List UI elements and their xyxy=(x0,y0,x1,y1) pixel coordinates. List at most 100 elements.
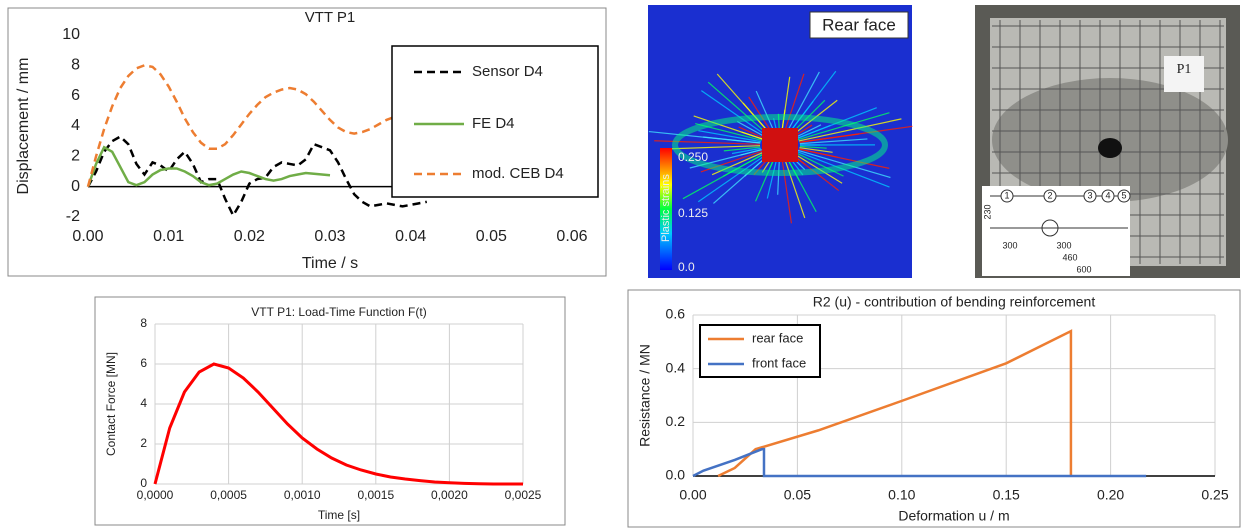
legend-label: FE D4 xyxy=(472,115,515,132)
strain-line xyxy=(754,156,776,202)
series-line xyxy=(86,64,428,187)
x-tick-label: 0.02 xyxy=(234,228,265,245)
x-tick-label: 0,0025 xyxy=(505,488,542,502)
label-box xyxy=(809,11,909,39)
strain-line xyxy=(798,148,838,158)
chart-title: R2 (u) - contribution of bending reinfor… xyxy=(813,294,1096,310)
y-tick-label: 0 xyxy=(71,178,80,195)
y-tick-label: -2 xyxy=(66,208,80,225)
strain-line xyxy=(682,152,766,200)
x-tick-label: 0.04 xyxy=(395,228,426,245)
strain-line xyxy=(787,70,837,135)
hole xyxy=(1098,138,1122,158)
strain-line xyxy=(795,152,844,177)
dimension-label: 300 xyxy=(1002,240,1017,250)
strain-line xyxy=(755,90,776,134)
x-tick-label: 0.00 xyxy=(72,228,103,245)
colorbar-tick: 0.125 xyxy=(678,206,708,220)
x-tick-label: 0.05 xyxy=(784,487,811,503)
colorbar-title: Plastic strains xyxy=(660,174,672,242)
marker-label: 5 xyxy=(1121,190,1126,200)
x-tick-label: 0,0005 xyxy=(210,488,247,502)
x-tick-label: 0.01 xyxy=(153,228,184,245)
panel xyxy=(94,296,566,526)
y-tick-label: 0.4 xyxy=(666,359,686,375)
x-axis-label: Time [s] xyxy=(318,508,360,522)
strain-line xyxy=(766,156,778,199)
y-tick-label: 6 xyxy=(71,87,80,104)
strain-center xyxy=(762,128,798,162)
y-tick-label: 6 xyxy=(140,356,147,370)
strain-line xyxy=(736,120,766,138)
y-axis-label: Contact Force [MN] xyxy=(104,352,118,456)
strain-line xyxy=(723,146,761,152)
strain-line xyxy=(697,153,768,203)
marker xyxy=(1083,189,1097,203)
photo: P1 1 2 3 4 5 230 300 300 460 600 xyxy=(975,5,1240,278)
strain-line xyxy=(799,125,913,143)
y-tick-label: 4 xyxy=(140,396,147,410)
strain-line xyxy=(731,147,761,155)
strain-line xyxy=(783,73,805,134)
strain-line xyxy=(648,130,761,144)
fe-strains xyxy=(648,70,913,224)
image-label: P1 xyxy=(1177,62,1192,77)
colorbar-tick: 0.0 xyxy=(678,260,695,274)
strain-line xyxy=(795,124,822,138)
strain-line xyxy=(798,118,902,142)
x-axis-label: Time / s xyxy=(302,255,358,272)
strain-line xyxy=(707,81,770,136)
y-tick-label: 0.2 xyxy=(666,413,686,429)
strain-line xyxy=(738,126,765,139)
x-tick-label: 0.20 xyxy=(1097,487,1124,503)
x-tick-label: 0.10 xyxy=(888,487,915,503)
series-line xyxy=(86,145,331,188)
series-line xyxy=(153,362,523,486)
legend-label: Sensor D4 xyxy=(472,63,543,80)
y-tick-label: 8 xyxy=(140,316,147,330)
x-tick-label: 0,0020 xyxy=(431,488,468,502)
x-axis-label: Deformation u / m xyxy=(898,508,1009,524)
tag xyxy=(1164,56,1204,92)
y-tick-label: 4 xyxy=(71,117,80,134)
x-tick-label: 0,0015 xyxy=(357,488,394,502)
x-tick-label: 0.15 xyxy=(993,487,1020,503)
colorbar xyxy=(660,148,672,270)
y-tick-label: 0 xyxy=(140,476,147,490)
chart-title: VTT P1 xyxy=(305,9,356,26)
strain-line xyxy=(785,71,820,134)
x-tick-label: 0.25 xyxy=(1201,487,1228,503)
dimension-label: 460 xyxy=(1062,252,1077,262)
strain-line xyxy=(716,73,772,135)
legend-label: front face xyxy=(752,355,806,370)
strain-line xyxy=(799,147,833,153)
series-line xyxy=(86,135,428,219)
legend-label: rear face xyxy=(752,330,803,345)
y-tick-label: 8 xyxy=(71,57,80,74)
dimension-label: 300 xyxy=(1056,240,1071,250)
marker xyxy=(1000,189,1014,203)
chart-title: VTT P1: Load-Time Function F(t) xyxy=(251,305,426,319)
strain-line xyxy=(701,90,768,137)
strain-line xyxy=(799,145,827,149)
colorbar-tick: 0.250 xyxy=(678,150,708,164)
marker-label: 3 xyxy=(1087,190,1092,200)
y-tick-label: 2 xyxy=(71,148,80,165)
strain-line xyxy=(781,156,793,224)
legend-box xyxy=(391,45,599,198)
y-tick-label: 0.0 xyxy=(666,467,686,483)
strain-core xyxy=(672,114,888,176)
x-tick-label: 0.05 xyxy=(476,228,507,245)
image-label: Rear face xyxy=(822,15,896,34)
fe-image: Rear face 0.250 0.125 0.0 Plastic strain… xyxy=(648,5,913,278)
y-tick-label: 10 xyxy=(62,26,80,43)
series-line xyxy=(692,447,1147,478)
x-tick-label: 0,0010 xyxy=(284,488,321,502)
dimension-label: 230 xyxy=(982,204,992,219)
marker xyxy=(1117,189,1131,203)
y-tick-label: 2 xyxy=(140,436,147,450)
y-axis-label: Displacement / mm xyxy=(15,58,32,195)
legend-box xyxy=(699,324,821,378)
y-tick-label: 0.6 xyxy=(666,306,686,322)
